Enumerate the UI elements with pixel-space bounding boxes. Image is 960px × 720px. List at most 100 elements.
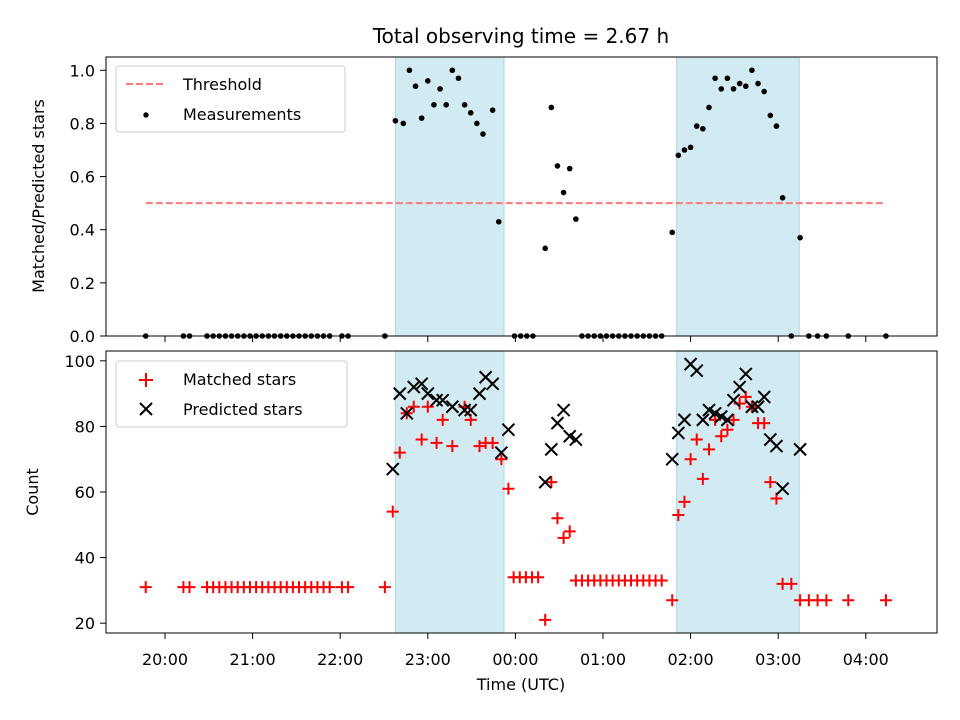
measurement-point (406, 67, 413, 74)
measurement-point (700, 125, 706, 132)
measurement-point (712, 75, 718, 82)
y-tick-label: 60 (75, 483, 95, 502)
predicted-star-point (739, 367, 753, 381)
measurement-point (461, 102, 468, 108)
count-legend-box (115, 360, 348, 428)
predicted-star-point (445, 400, 460, 414)
matched-star-point (563, 525, 576, 538)
x-tick-label: 22:00 (317, 650, 363, 669)
y-tick-label: 80 (75, 417, 95, 436)
predicted-star-point (538, 475, 552, 489)
predicted-star-point (414, 377, 429, 391)
matched-star-point (879, 594, 892, 607)
predicted-star-point (544, 442, 559, 457)
count-x-axis: 20:00 21:00 22:00 23:00 00:00 01:00 02:00 03:00… (142, 633, 889, 669)
matched-star-point (486, 436, 499, 449)
measurement-point (767, 112, 774, 119)
predicted-star-point (464, 403, 478, 417)
predicted-star-point (400, 406, 414, 421)
matched-star-point (557, 531, 570, 544)
y-tick-label: 0.4 (70, 221, 95, 240)
x-tick-label: 04:00 (843, 650, 889, 669)
matched-star-point (702, 443, 715, 456)
count-y-axis: 20 40 60 80 100 (64, 352, 106, 633)
observing-bands (394, 56, 800, 337)
matched-star-point (393, 446, 406, 459)
measurement-point (736, 80, 743, 87)
predicted-star-point (726, 393, 741, 407)
predicted-star-point (769, 439, 784, 453)
measurement-point (480, 131, 486, 137)
x-tick-label: 21:00 (230, 650, 276, 669)
matched-star-point (415, 433, 428, 446)
measurement-point (718, 86, 725, 92)
chart-title: Total observing time = 2.67 h (372, 24, 669, 48)
measurement-point (749, 67, 755, 74)
count-y-axis-label: Count (23, 468, 42, 516)
matched-star-point (386, 505, 399, 518)
ratio-legend: Threshold Measurements (115, 65, 346, 133)
matched-star-point (407, 400, 420, 413)
measurement-point (425, 78, 431, 84)
predicted-star-point (386, 462, 400, 476)
predicted-star-point (421, 386, 435, 401)
x-tick-label: 20:00 (142, 650, 188, 669)
measurement-point (681, 147, 688, 153)
predicted-star-point (793, 442, 807, 457)
matched-star-point (539, 613, 552, 626)
matched-star-point (715, 430, 728, 443)
measurement-point (573, 216, 579, 222)
measurements-legend-label: Measurements (183, 105, 301, 124)
matched-star-point (727, 413, 740, 426)
predicted-star-point (677, 413, 692, 427)
threshold-legend-label: Threshold (182, 75, 262, 94)
matched-legend-marker (139, 373, 153, 387)
measurement-point (675, 152, 682, 159)
ratio-panel: 0.0 0.2 0.4 0.6 0.8 1.0 Matched/Predicted sta… (29, 56, 938, 346)
measurement-point (412, 83, 419, 90)
matched-star-point (696, 472, 709, 485)
measurement-point (779, 195, 786, 201)
y-tick-label: 40 (75, 549, 95, 568)
x-tick-label: 23:00 (405, 650, 451, 669)
predicted-star-point (757, 390, 771, 404)
y-tick-label: 0.2 (70, 274, 95, 293)
x-tick-label: 02:00 (668, 650, 714, 669)
measurement-point (669, 229, 676, 236)
measurement-point (467, 110, 474, 116)
measurement-point (400, 120, 407, 127)
matched-star-point (495, 453, 508, 466)
matched-star-point (672, 508, 685, 521)
measurement-point (495, 218, 502, 225)
ratio-x-axis (164, 336, 867, 342)
measurement-point (797, 234, 803, 241)
measurement-point (773, 123, 780, 129)
matched-star-point (139, 581, 152, 594)
measurement-point (418, 115, 425, 121)
predicted-star-point (556, 403, 571, 417)
measurement-point (489, 107, 496, 113)
measurement-point (542, 245, 548, 252)
x-tick-label: 01:00 (580, 650, 626, 669)
matched-star-point (532, 571, 545, 584)
matched-star-point (842, 594, 855, 607)
matched-star-point (690, 433, 703, 446)
matched-star-point (785, 577, 798, 590)
measurement-point (724, 75, 731, 82)
observing-band (394, 350, 505, 634)
matched-star-point (421, 400, 434, 413)
predicted-star-point (393, 386, 407, 401)
predicted-star-point (550, 416, 565, 430)
y-tick-label: 0.6 (70, 168, 95, 187)
x-axis-label: Time (UTC) (476, 675, 565, 694)
predicted-star-point (745, 400, 759, 414)
predicted-star-point (435, 393, 450, 407)
matched-star-point (684, 453, 697, 466)
predicted-star-point (720, 413, 735, 427)
measurement-point (693, 123, 700, 129)
matched-star-point (666, 594, 679, 607)
count-legend: Matched stars Predicted stars (115, 360, 348, 428)
predicted-star-point (751, 400, 765, 414)
measurement-point (455, 75, 462, 82)
measurement-point (755, 80, 761, 87)
